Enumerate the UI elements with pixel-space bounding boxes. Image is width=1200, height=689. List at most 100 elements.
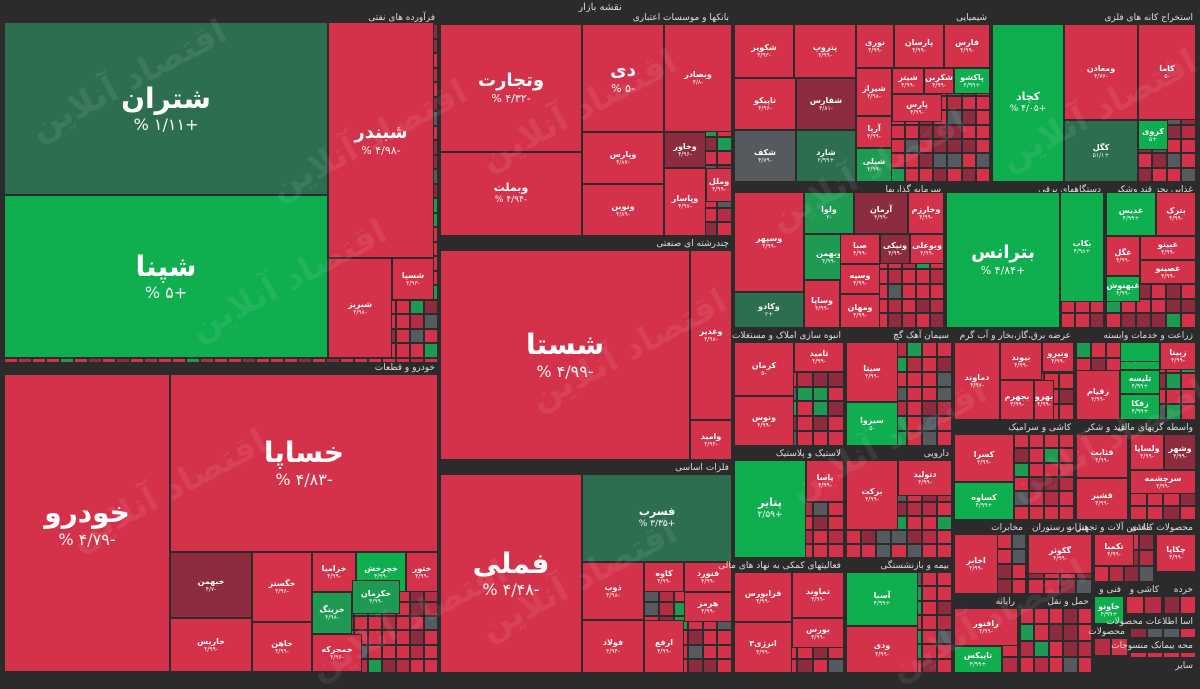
small-stock-tile[interactable]: [796, 431, 813, 446]
small-stock-tile[interactable]: [921, 644, 937, 659]
small-stock-tile[interactable]: [921, 371, 937, 387]
stock-tile[interactable]: تماوند -۴/۹۹: [792, 572, 844, 618]
stock-tile[interactable]: کاما -۵: [1138, 24, 1196, 120]
small-stock-tile[interactable]: [717, 658, 732, 673]
stock-tile[interactable]: خاهن -۴/۹۹: [252, 622, 312, 672]
small-stock-tile[interactable]: [888, 298, 902, 314]
small-stock-tile[interactable]: [1059, 434, 1074, 449]
stock-tile[interactable]: وسپهر -۴/۹۹: [734, 192, 804, 292]
stock-tile[interactable]: فرابورس -۴/۹۹: [734, 572, 792, 622]
small-stock-tile[interactable]: [1044, 462, 1059, 477]
small-stock-tile[interactable]: [812, 544, 829, 558]
stock-tile[interactable]: خمحرکه -۴/۹۶: [312, 634, 362, 672]
small-stock-tile[interactable]: [936, 644, 952, 659]
small-stock-tile[interactable]: [1034, 640, 1049, 657]
small-stock-tile[interactable]: [1044, 434, 1059, 449]
stock-tile[interactable]: ونوس -۴/۹۹: [734, 396, 794, 446]
stock-tile[interactable]: وغدیر -۴/۹۸: [690, 250, 732, 420]
stock-tile[interactable]: شپلی -۴/۹۹: [856, 148, 892, 182]
stock-tile[interactable]: وامید -۴/۹۴: [690, 420, 732, 460]
small-stock-tile[interactable]: [396, 630, 410, 645]
stock-tile[interactable]: شفارس -۴/۸۱: [796, 78, 856, 130]
small-stock-tile[interactable]: [936, 416, 952, 432]
stock-tile[interactable]: گکوثر -۴/۹۹: [1028, 534, 1092, 574]
small-stock-tile[interactable]: [921, 356, 937, 372]
stock-tile[interactable]: فولاد -۴/۹۴: [582, 620, 644, 673]
stock-tile[interactable]: ولساپا -۴/۹۹: [1130, 434, 1164, 470]
small-stock-tile[interactable]: [1181, 284, 1196, 299]
small-stock-tile[interactable]: [828, 371, 844, 387]
small-stock-tile[interactable]: [396, 328, 410, 343]
small-stock-tile[interactable]: [1106, 313, 1121, 328]
small-stock-tile[interactable]: [688, 644, 703, 659]
stock-tile[interactable]: شیتر -۴/۹۹: [892, 68, 924, 94]
stock-tile[interactable]: وشهر -۴/۹۹: [1164, 434, 1196, 470]
small-stock-tile[interactable]: [906, 386, 922, 402]
small-stock-tile[interactable]: [702, 644, 718, 659]
stock-tile[interactable]: تکمبا -۴/۹۹: [1094, 534, 1134, 566]
small-stock-tile[interactable]: [1137, 167, 1153, 182]
stock-tile[interactable]: خبهمن -۴/۷: [170, 552, 252, 618]
small-stock-tile[interactable]: [382, 658, 396, 673]
small-stock-tile[interactable]: [828, 502, 844, 516]
small-stock-tile[interactable]: [902, 313, 916, 328]
small-stock-tile[interactable]: [812, 371, 829, 387]
stock-tile[interactable]: چکاپا -۴/۹۹: [1156, 534, 1196, 572]
small-stock-tile[interactable]: [906, 416, 922, 432]
small-stock-tile[interactable]: [1139, 534, 1154, 550]
small-stock-tile[interactable]: [921, 658, 937, 673]
small-stock-tile[interactable]: [1163, 505, 1180, 520]
small-stock-tile[interactable]: [936, 342, 952, 357]
small-stock-tile[interactable]: [921, 530, 937, 544]
small-stock-tile[interactable]: [424, 658, 438, 673]
stock-tile[interactable]: کسرا -۴/۹۹: [954, 434, 1014, 482]
small-stock-tile[interactable]: [1166, 388, 1181, 405]
small-stock-tile[interactable]: [1014, 491, 1029, 506]
small-stock-tile[interactable]: [916, 313, 930, 328]
small-stock-tile[interactable]: [1048, 640, 1064, 657]
small-stock-tile[interactable]: [1063, 624, 1078, 641]
stock-tile[interactable]: سرچشمه -۴/۹۹: [1130, 470, 1196, 494]
small-stock-tile[interactable]: [1063, 640, 1078, 657]
small-stock-tile[interactable]: [396, 314, 410, 329]
small-stock-tile[interactable]: [921, 502, 937, 516]
small-stock-tile[interactable]: [368, 644, 382, 659]
small-stock-tile[interactable]: [1063, 656, 1078, 673]
small-stock-tile[interactable]: [906, 401, 922, 417]
stock-tile[interactable]: غدیس +۴/۹۹: [1106, 192, 1156, 236]
small-stock-tile[interactable]: [891, 530, 907, 544]
small-stock-tile[interactable]: [876, 544, 892, 558]
small-stock-tile[interactable]: [368, 658, 382, 673]
small-stock-tile[interactable]: [1166, 124, 1182, 139]
small-stock-tile[interactable]: [410, 630, 424, 645]
small-stock-tile[interactable]: [1094, 566, 1109, 582]
small-stock-tile[interactable]: [1034, 608, 1049, 625]
small-stock-tile[interactable]: [1029, 477, 1044, 492]
small-stock-tile[interactable]: [947, 110, 962, 125]
small-stock-tile[interactable]: [1130, 672, 1147, 674]
small-stock-tile[interactable]: [975, 124, 990, 139]
small-stock-tile[interactable]: [1059, 477, 1074, 492]
small-stock-tile[interactable]: [930, 298, 944, 314]
small-stock-tile[interactable]: [975, 153, 990, 168]
stock-tile[interactable]: خساپا -۴/۸۳ %: [170, 374, 438, 552]
small-stock-tile[interactable]: [424, 328, 438, 343]
stock-tile[interactable]: خودرو -۴/۷۹ %: [4, 374, 170, 672]
small-stock-tile[interactable]: [812, 658, 829, 673]
stock-tile[interactable]: شپنا +۵ %: [4, 195, 328, 358]
small-stock-tile[interactable]: [902, 269, 916, 284]
stock-tile[interactable]: کاوه -۴/۹۹: [644, 562, 684, 592]
small-stock-tile[interactable]: [888, 284, 902, 299]
small-stock-tile[interactable]: [1077, 608, 1092, 625]
small-stock-tile[interactable]: [1179, 505, 1196, 520]
small-stock-tile[interactable]: [904, 167, 919, 182]
small-stock-tile[interactable]: [1109, 566, 1124, 582]
stock-tile[interactable]: وبوعلی -۴/۹۹: [910, 234, 944, 264]
small-stock-tile[interactable]: [1126, 596, 1144, 614]
stock-tile[interactable]: نوری -۴/۹۹: [856, 24, 894, 68]
small-stock-tile[interactable]: [933, 124, 948, 139]
small-stock-tile[interactable]: [396, 616, 410, 631]
small-stock-tile[interactable]: [906, 342, 922, 357]
small-stock-tile[interactable]: [947, 153, 962, 168]
small-stock-tile[interactable]: [936, 600, 952, 616]
